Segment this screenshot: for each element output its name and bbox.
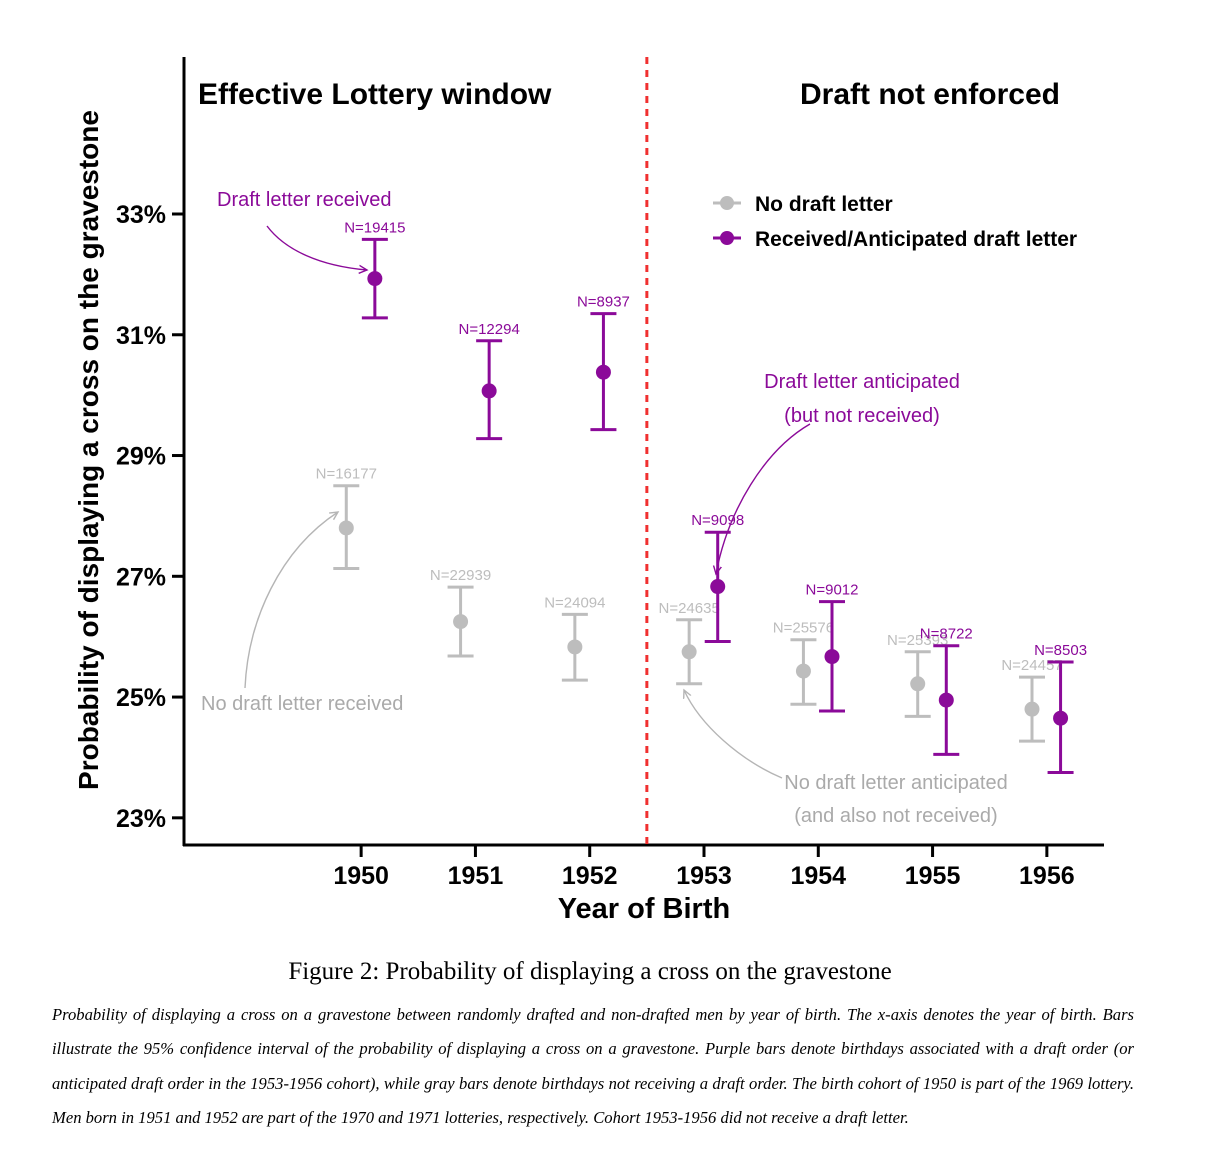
x-tick-label: 1950 (333, 862, 389, 890)
data-point (795, 663, 811, 679)
legend-label-no-draft: No draft letter (755, 193, 893, 216)
annotation-arrow-not-anticipated (684, 690, 783, 779)
sample-size-label: N=25576 (773, 620, 834, 637)
sample-size-label: N=8503 (1034, 642, 1087, 659)
annotation-anticipated-line2: (but not received) (784, 405, 940, 427)
data-point (338, 520, 354, 536)
sample-size-label: N=22939 (430, 567, 491, 584)
y-tick-label: 31% (116, 322, 166, 350)
sample-size-label: N=16177 (316, 466, 377, 483)
data-point (938, 692, 954, 708)
sample-size-label: N=9012 (806, 582, 859, 599)
y-tick-label: 29% (116, 443, 166, 471)
annotation-not-anticipated-line1: No draft letter anticipated (784, 772, 1007, 794)
data-point (595, 364, 611, 380)
figure-caption-body: Probability of displaying a cross on a g… (52, 1005, 1134, 1128)
figure-caption-title: Figure 2: Probability of displaying a cr… (288, 958, 892, 985)
x-tick-label: 1953 (676, 862, 732, 890)
annotation-anticipated-line1: Draft letter anticipated (764, 371, 960, 393)
legend-swatch-dot-purple (720, 231, 734, 245)
annotation-arrow-not-received (244, 512, 338, 689)
data-point (453, 614, 469, 630)
panel-title-right: Draft not enforced (800, 78, 1060, 111)
sample-size-label: N=24457 (1001, 657, 1062, 674)
x-tick-label: 1954 (790, 862, 846, 890)
x-axis-label: Year of Birth (558, 893, 730, 925)
y-tick-label: 25% (116, 684, 166, 712)
data-point (567, 639, 583, 655)
y-tick-label: 27% (116, 563, 166, 591)
annotation-arrow-received (266, 225, 367, 270)
annotation-not-anticipated-line2: (and also not received) (794, 805, 997, 827)
series-layer: N=16177 N=22939 N=24094 N=24635 N=25576 N=253… (316, 219, 1087, 775)
data-point (910, 676, 926, 692)
sample-size-label: N=12294 (458, 321, 519, 338)
sample-size-label: N=24635 (658, 600, 719, 617)
legend-label-draft: Received/Anticipated draft letter (755, 228, 1077, 251)
data-point (1024, 701, 1040, 717)
annotations: Draft letter received No draft letter re… (201, 189, 1008, 827)
annotation-not-received: No draft letter received (201, 693, 403, 715)
sample-size-label: N=24094 (544, 594, 605, 611)
x-tick-label: 1952 (562, 862, 618, 890)
x-tick-label: 1956 (1019, 862, 1075, 890)
sample-size-label: N=8722 (920, 626, 973, 643)
x-axis-ticks: 1950 1951 1952 1953 1954 1955 1956 (333, 845, 1075, 890)
sample-size-label: N=9098 (691, 512, 744, 529)
sample-size-label: N=25393 (887, 632, 948, 649)
data-point (824, 649, 840, 665)
sample-size-label: N=8937 (577, 294, 630, 311)
x-tick-label: 1951 (448, 862, 504, 890)
data-point (1053, 710, 1069, 726)
data-point (367, 271, 383, 287)
data-point (681, 644, 697, 660)
y-tick-label: 23% (116, 805, 166, 833)
legend: No draft letter Received/Anticipated dra… (713, 193, 1077, 251)
y-axis-label: Probability of displaying a cross on the… (73, 110, 104, 790)
data-point (710, 579, 726, 595)
panel-title-left: Effective Lottery window (198, 78, 552, 111)
y-axis-ticks: 23% 25% 27% 29% 31% 33% (116, 201, 184, 833)
series-draft: N=19415N=12294N=8937N=9098N=9012N=8722N=… (344, 219, 1087, 775)
x-tick-label: 1955 (905, 862, 961, 890)
series-no-draft: N=16177 N=22939 N=24094 N=24635 N=25576 N=253… (316, 466, 1063, 743)
y-tick-label: 33% (116, 201, 166, 229)
data-point (481, 383, 497, 399)
annotation-arrow-anticipated (716, 423, 811, 574)
sample-size-label: N=19415 (344, 219, 405, 236)
annotation-received: Draft letter received (217, 189, 392, 211)
legend-swatch-dot-gray (720, 196, 734, 210)
chart: 23%25%27%29%31%33% 1950 1951 1952 1953 1954 1… (73, 57, 1104, 925)
